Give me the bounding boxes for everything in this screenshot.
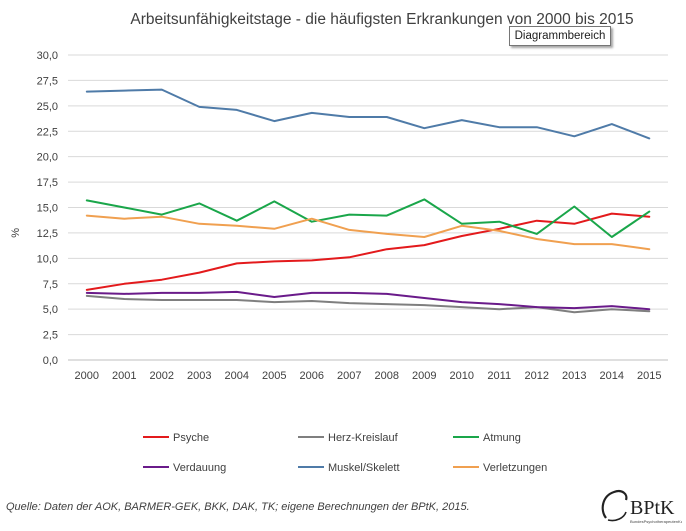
gridlines bbox=[68, 54, 668, 361]
legend: Psyche Herz-Kreislauf Atmung Verdauung Muske… bbox=[143, 432, 547, 474]
y-tick-label: 5,0 bbox=[43, 304, 58, 316]
x-tick-label: 2003 bbox=[187, 370, 211, 382]
svg-text:BundesPsychotherapeutenKammer: BundesPsychotherapeutenKammer bbox=[630, 519, 682, 524]
y-axis-title: % bbox=[10, 228, 22, 238]
legend-label-atmung: Atmung bbox=[483, 432, 521, 444]
y-tick-label: 15,0 bbox=[37, 203, 58, 215]
x-tick-label: 2007 bbox=[337, 370, 361, 382]
legend-label-verletzungen: Verletzungen bbox=[483, 462, 547, 474]
y-tick-label: 2,5 bbox=[43, 330, 58, 342]
series-line-verdauung bbox=[85, 290, 651, 311]
legend-label-muskel-skelett: Muskel/Skelett bbox=[328, 462, 400, 474]
y-tick-label: 17,5 bbox=[37, 177, 58, 189]
legend-label-herz-kreislauf: Herz-Kreislauf bbox=[328, 432, 399, 444]
y-tick-label: 27,5 bbox=[37, 75, 58, 87]
legend-label-psyche: Psyche bbox=[173, 432, 209, 444]
y-tick-label: 20,0 bbox=[37, 152, 58, 164]
bptk-logo: BPtK BundesPsychotherapeutenKammer bbox=[596, 486, 686, 526]
y-tick-label: 12,5 bbox=[37, 228, 58, 240]
x-tick-label: 2009 bbox=[412, 370, 436, 382]
x-tick-label: 2014 bbox=[600, 370, 624, 382]
bptk-logo-icon: BPtK BundesPsychotherapeutenKammer bbox=[601, 490, 686, 524]
x-tick-label: 2002 bbox=[150, 370, 174, 382]
x-tick-label: 2001 bbox=[112, 370, 136, 382]
x-tick-label: 2000 bbox=[75, 370, 99, 382]
tooltip-chart-area: Diagrammbereich bbox=[509, 26, 611, 46]
x-tick-label: 2004 bbox=[225, 370, 249, 382]
series-line-herz-kreislauf bbox=[85, 294, 651, 314]
x-tick-label: 2015 bbox=[637, 370, 661, 382]
series-line-muskel-skelett bbox=[85, 88, 651, 140]
y-tick-label: 7,5 bbox=[43, 279, 58, 291]
x-tick-label: 2008 bbox=[375, 370, 399, 382]
legend-label-verdauung: Verdauung bbox=[173, 462, 226, 474]
y-tick-label: 30,0 bbox=[37, 50, 58, 62]
series-lines bbox=[85, 88, 651, 314]
x-tick-label: 2005 bbox=[262, 370, 286, 382]
chart-title: Arbeitsunfähigkeitstage - die häufigsten… bbox=[130, 11, 633, 28]
source-note: Quelle: Daten der AOK, BARMER-GEK, BKK, … bbox=[6, 501, 470, 513]
y-tick-label: 22,5 bbox=[37, 126, 58, 138]
x-tick-label: 2011 bbox=[487, 370, 511, 382]
series-line-verletzungen bbox=[85, 214, 651, 251]
series-line-atmung bbox=[85, 198, 651, 238]
x-tick-label: 2012 bbox=[525, 370, 549, 382]
svg-text:BPtK: BPtK bbox=[630, 497, 675, 519]
x-tick-label: 2010 bbox=[450, 370, 474, 382]
x-tick-labels: 2000 2001 2002 2003 2004 2005 2006 2007 2008 2009… bbox=[75, 370, 662, 382]
y-tick-label: 25,0 bbox=[37, 101, 58, 113]
y-tick-labels: 0,0 2,5 5,0 7,5 10,0 12,5 15,0 17,5 20,0 22,5 25,0… bbox=[37, 50, 58, 367]
x-tick-label: 2013 bbox=[562, 370, 586, 382]
series-line-psyche bbox=[85, 212, 651, 291]
x-tick-label: 2006 bbox=[300, 370, 324, 382]
y-tick-label: 10,0 bbox=[37, 253, 58, 265]
y-tick-label: 0,0 bbox=[43, 355, 58, 367]
